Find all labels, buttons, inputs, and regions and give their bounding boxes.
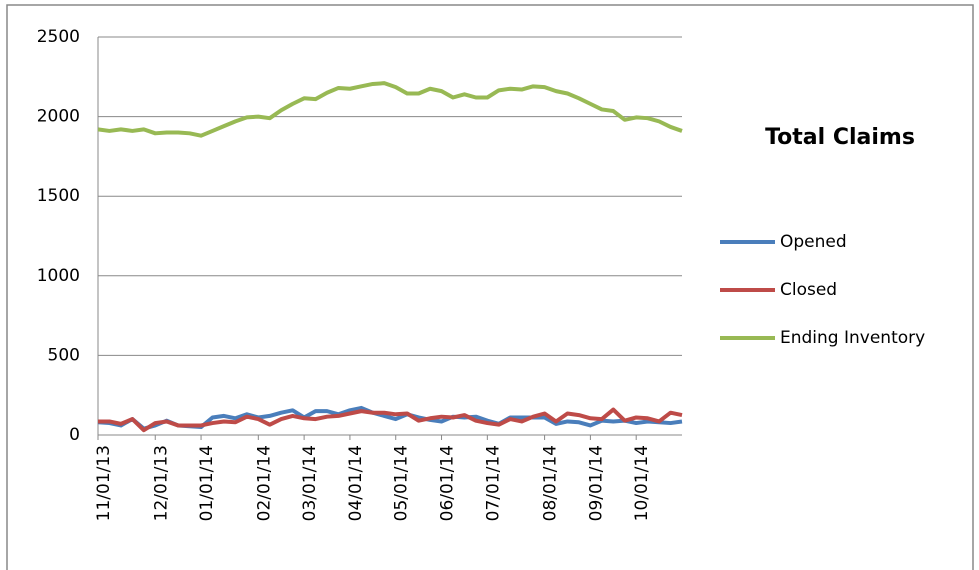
x-tick-label: 07/01/14 <box>483 445 503 521</box>
x-tick-label: 01/01/14 <box>197 445 217 521</box>
x-tick-label: 12/01/13 <box>151 445 171 521</box>
y-tick-label: 1500 <box>37 186 80 206</box>
x-tick-label: 02/01/14 <box>254 445 274 521</box>
chart-title: Total Claims <box>765 125 915 150</box>
x-tick-label: 05/01/14 <box>392 445 412 521</box>
x-tick-label: 06/01/14 <box>438 445 458 521</box>
chart-border <box>6 4 974 570</box>
x-tick-label: 04/01/14 <box>346 445 366 521</box>
y-tick-label: 2500 <box>37 27 80 47</box>
legend-label: Ending Inventory <box>780 328 925 348</box>
x-tick-label: 03/01/14 <box>300 445 320 521</box>
x-tick-label: 09/01/14 <box>586 445 606 521</box>
y-tick-label: 2000 <box>37 107 80 127</box>
y-tick-label: 1000 <box>37 266 80 286</box>
legend-label: Closed <box>780 280 837 300</box>
x-tick-label: 11/01/13 <box>94 445 114 521</box>
x-tick-label: 08/01/14 <box>541 445 561 521</box>
y-tick-label: 500 <box>48 345 80 365</box>
series-line <box>98 407 683 433</box>
legend-label: Opened <box>780 232 847 252</box>
series-line <box>97 81 683 138</box>
y-tick-label: 0 <box>69 425 80 445</box>
x-tick-label: 10/01/14 <box>632 445 652 521</box>
